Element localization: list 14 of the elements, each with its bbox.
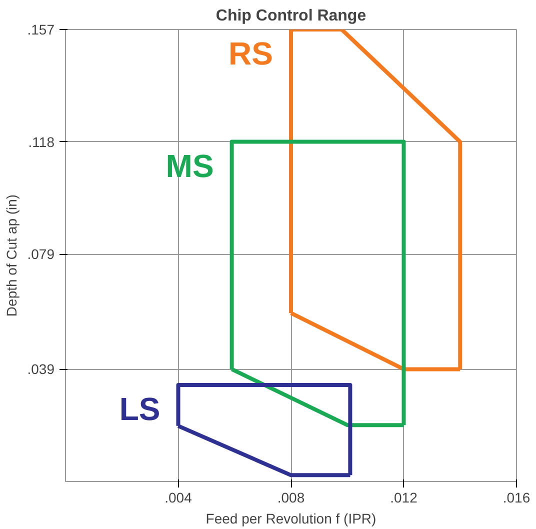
series-label: RS [228, 36, 273, 72]
y-tick-label: .118 [28, 134, 55, 150]
y-tick-label: .039 [27, 361, 55, 378]
x-tick-label: .016 [502, 490, 530, 506]
chart-title: Chip Control Range [216, 8, 366, 24]
x-axis-title: Feed per Revolution f (IPR) [206, 510, 376, 526]
x-tick-label: .012 [390, 490, 418, 506]
x-tick-label: .004 [164, 490, 192, 506]
series-label: LS [119, 391, 160, 428]
x-tick-label: .008 [277, 490, 305, 506]
y-axis-title: Depth of Cut ap (in) [3, 194, 20, 317]
y-tick-label: .157 [27, 22, 55, 38]
y-tick-label: .079 [27, 246, 55, 262]
series-label: MS [166, 148, 214, 184]
